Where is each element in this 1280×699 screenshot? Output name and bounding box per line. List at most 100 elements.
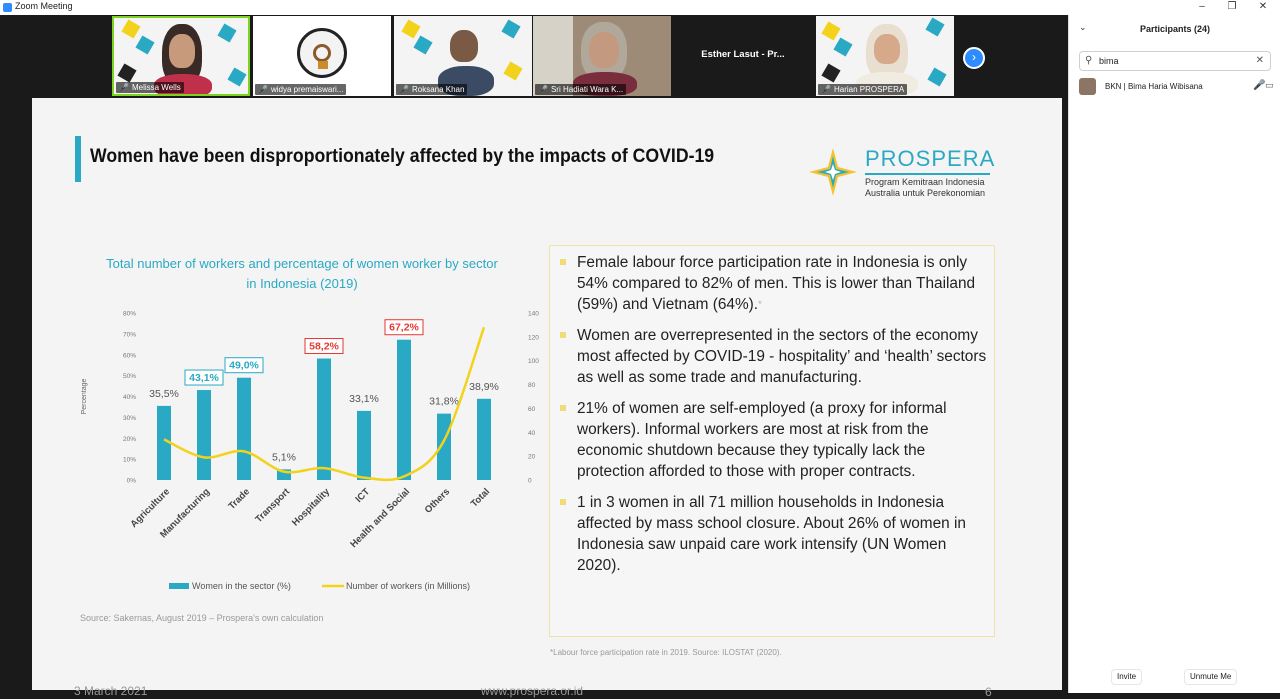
chart-title-line2: in Indonesia (2019) [87, 274, 517, 294]
mic-muted-icon: 🎤 [821, 85, 831, 94]
mic-muted-icon[interactable]: 🎤 [1253, 80, 1265, 91]
clear-search-icon[interactable]: ✕ [1256, 55, 1264, 66]
window-title: Zoom Meeting [15, 1, 73, 11]
chart-bar [357, 411, 371, 480]
mic-muted-icon: 🎤 [538, 85, 548, 94]
legend-label: Number of workers (in Millions) [346, 581, 470, 591]
restore-button[interactable]: ❐ [1217, 0, 1247, 15]
bullet-point: 1 in 3 women in all 71 million household… [560, 492, 990, 576]
x-tick-label: Total [469, 486, 492, 509]
video-tile[interactable]: 🎤Harian PROSPERA [816, 16, 954, 96]
legend-bar-swatch [169, 583, 189, 589]
prospera-logo: PROSPERA Program Kemitraan Indonesia Aus… [807, 146, 1017, 206]
bullet-point: Female labour force participation rate i… [560, 252, 990, 315]
organization-seal-image [297, 28, 347, 78]
panel-header: ⌄ Participants (24) [1069, 15, 1280, 43]
chart-title: Total number of workers and percentage o… [87, 254, 517, 294]
close-button[interactable]: ✕ [1248, 0, 1278, 15]
data-label: 38,9% [469, 381, 499, 393]
logo-subtitle-line2: Australia untuk Perekonomian [865, 188, 985, 198]
bullet-point: 21% of women are self-employed (a proxy … [560, 398, 990, 482]
participant-name-tag: 🎤Sri Hadiati Wara K... [535, 84, 626, 95]
data-label: 31,8% [429, 396, 459, 408]
y-tick-label: 80% [123, 311, 136, 318]
participant-name-tag: 🎤Melissa Wells [116, 82, 184, 93]
mic-muted-icon: 🎤 [399, 85, 409, 94]
participant-name-label: Esther Lasut - Pr... [674, 49, 812, 60]
y-tick-label: 30% [123, 415, 136, 422]
unmute-me-button[interactable]: Unmute Me [1184, 669, 1237, 685]
avatar [1079, 78, 1096, 95]
x-tick-label: Others [423, 486, 452, 515]
footer-url: www.prospera.or.id [481, 684, 583, 698]
shared-screen-slide: Women have been disproportionately affec… [32, 98, 1062, 690]
logo-wordmark: PROSPERA [865, 146, 995, 172]
chart-title-line1: Total number of workers and percentage o… [87, 254, 517, 274]
y-tick-label: 10% [123, 457, 136, 464]
chart-bar [317, 359, 331, 480]
mic-icon: 🎤 [119, 83, 129, 92]
video-tile[interactable]: 🎤Melissa Wells [112, 16, 250, 96]
title-accent-bar [75, 136, 81, 182]
video-off-icon[interactable]: ▭ [1265, 80, 1274, 91]
participants-title: Participants (24) [1069, 24, 1280, 34]
page-number: 6 [985, 685, 992, 699]
search-input[interactable] [1099, 54, 1249, 68]
minimize-button[interactable]: – [1187, 0, 1217, 15]
y-tick-label: 0% [127, 478, 137, 485]
y-tick-label: 60% [123, 352, 136, 359]
next-page-arrow-icon[interactable]: › [963, 47, 985, 69]
bullet-point: Women are overrepresented in the sectors… [560, 325, 990, 388]
search-icon: ⚲ [1085, 55, 1092, 66]
y-axis-title: Percentage [81, 378, 88, 414]
y-tick-label: 40% [123, 394, 136, 401]
y2-tick-label: 80 [528, 382, 536, 389]
data-label: 67,2% [389, 322, 419, 334]
logo-subtitle-line1: Program Kemitraan Indonesia [865, 177, 985, 187]
participants-panel: ⌄ Participants (24) ⚲ ✕ BKN | Bima Haria… [1068, 15, 1280, 693]
bullet-square-icon [560, 405, 566, 411]
footnote: *Labour force participation rate in 2019… [550, 648, 782, 657]
slide-title: Women have been disproportionately affec… [90, 146, 714, 168]
key-points-box: Female labour force participation rate i… [549, 245, 995, 637]
y-tick-label: 70% [123, 331, 136, 338]
video-tile[interactable]: 🎤Sri Hadiati Wara K... [533, 16, 671, 96]
y2-tick-label: 140 [528, 311, 539, 318]
y-tick-label: 20% [123, 436, 136, 443]
chart-source: Source: Sakernas, August 2019 – Prospera… [80, 613, 323, 623]
y2-tick-label: 20 [528, 454, 536, 461]
participant-name-tag: 🎤widya premaiswari... [255, 84, 346, 95]
data-label: 43,1% [189, 372, 219, 384]
y2-tick-label: 120 [528, 334, 539, 341]
participant-name: BKN | Bima Haria Wibisana [1105, 82, 1203, 91]
x-tick-label: Agriculture [129, 486, 173, 530]
footer-date: 3 March 2021 [74, 684, 147, 698]
chart-bar [237, 378, 251, 480]
prospera-star-icon [807, 146, 859, 198]
data-label: 5,1% [272, 451, 296, 463]
meeting-area: 🎤Melissa Wells 🎤widya premaiswari... 🎤Ro… [0, 15, 1068, 693]
y2-tick-label: 0 [528, 478, 532, 485]
chart-bar [477, 399, 491, 480]
bullet-square-icon [560, 332, 566, 338]
video-tile[interactable]: Esther Lasut - Pr... [674, 16, 812, 96]
y2-tick-label: 60 [528, 406, 536, 413]
mic-muted-icon: 🎤 [258, 85, 268, 94]
data-label: 33,1% [349, 393, 379, 405]
chart-bar [197, 390, 211, 480]
legend-label: Women in the sector (%) [192, 581, 291, 591]
data-label: 35,5% [149, 388, 179, 400]
x-tick-label: Trade [226, 486, 252, 512]
bullet-square-icon [560, 499, 566, 505]
window-titlebar: Zoom Meeting – ❐ ✕ [0, 0, 1280, 15]
invite-button[interactable]: Invite [1111, 669, 1142, 685]
video-tile[interactable]: 🎤Roksana Khan [394, 16, 532, 96]
zoom-app-icon [3, 3, 12, 12]
participant-row[interactable]: BKN | Bima Haria Wibisana 🎤 ▭ [1079, 78, 1274, 96]
y-tick-label: 50% [123, 373, 136, 380]
participant-search: ⚲ ✕ [1079, 51, 1271, 71]
chart-bar [397, 340, 411, 480]
sector-chart: 0%10%20%30%40%50%60%70%80%02040608010012… [72, 298, 542, 608]
x-tick-label: Transport [253, 486, 292, 525]
video-tile[interactable]: 🎤widya premaiswari... [253, 16, 391, 96]
